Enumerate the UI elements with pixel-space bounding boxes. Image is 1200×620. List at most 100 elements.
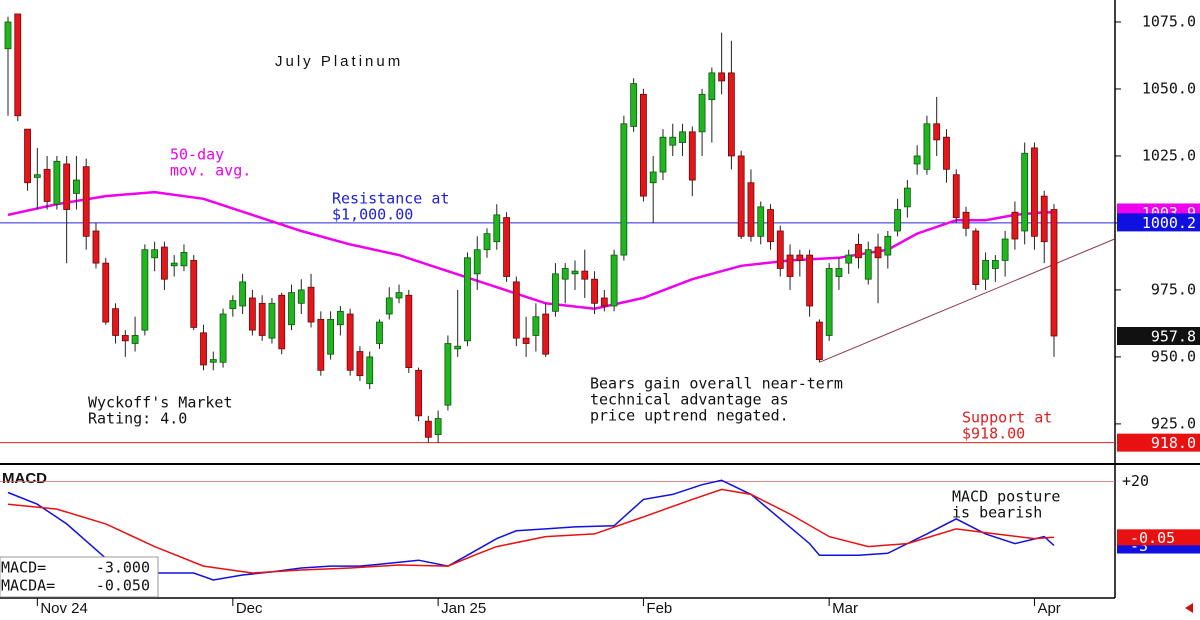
candle-body bbox=[659, 136, 667, 173]
candle-body bbox=[864, 249, 872, 280]
price-box bbox=[1117, 326, 1200, 345]
candle-body bbox=[297, 289, 305, 304]
candle-body bbox=[552, 273, 559, 312]
candle-body bbox=[112, 308, 119, 336]
candle-body bbox=[952, 174, 960, 218]
candle-body bbox=[571, 270, 579, 275]
annotation: $1,000.00 bbox=[332, 206, 413, 224]
macd-line bbox=[7, 479, 1055, 581]
scroll-arrow[interactable] bbox=[1185, 603, 1193, 613]
x-tick-label: Apr bbox=[1037, 600, 1060, 617]
candle-body bbox=[698, 93, 706, 133]
candle-body bbox=[209, 359, 217, 363]
candle-body bbox=[718, 72, 726, 82]
candle-body bbox=[982, 260, 989, 280]
candle-body bbox=[415, 369, 422, 417]
candle-body bbox=[1031, 147, 1038, 237]
price-label: 1000.2 bbox=[1142, 214, 1196, 232]
candle-body bbox=[170, 262, 178, 267]
macd-box-label: -0.05 bbox=[1130, 529, 1175, 547]
candle-body bbox=[473, 249, 481, 275]
candle-body bbox=[4, 21, 12, 50]
candle-body bbox=[444, 343, 452, 406]
candle-body bbox=[121, 335, 129, 342]
candle-body bbox=[24, 128, 31, 184]
y-tick-label: 950.0 bbox=[1151, 347, 1196, 365]
candle-body bbox=[581, 270, 589, 280]
candle-body bbox=[385, 297, 393, 315]
candle-body bbox=[1011, 211, 1019, 240]
candle-body bbox=[630, 83, 638, 127]
candle-body bbox=[1040, 195, 1048, 243]
chart-title: July Platinum bbox=[275, 53, 403, 70]
y-tick-label: 1075.0 bbox=[1142, 12, 1196, 30]
macd-title: MACD bbox=[2, 470, 47, 487]
candle-body bbox=[815, 321, 823, 360]
annotation: technical advantage as bbox=[590, 391, 789, 409]
candle-body bbox=[933, 123, 941, 141]
candle-body bbox=[620, 123, 628, 256]
candle-body bbox=[405, 294, 413, 369]
candle-body bbox=[767, 209, 774, 243]
price-label: 957.8 bbox=[1151, 327, 1196, 345]
candle-body bbox=[434, 418, 442, 435]
candle-body bbox=[229, 300, 237, 310]
trendline bbox=[819, 238, 1115, 363]
macd-line bbox=[7, 488, 1055, 574]
candle-body bbox=[219, 313, 227, 363]
candle-body bbox=[161, 246, 168, 280]
candle-body bbox=[424, 420, 432, 438]
candle-body bbox=[747, 182, 755, 237]
candle-body bbox=[14, 13, 22, 117]
candle-body bbox=[454, 345, 462, 350]
candle-body bbox=[679, 131, 686, 143]
candle-body bbox=[708, 72, 716, 101]
candle-body bbox=[1021, 152, 1029, 232]
candle-body bbox=[336, 310, 344, 326]
candle-body bbox=[346, 313, 354, 371]
candle-body bbox=[1001, 238, 1009, 261]
candle-body bbox=[776, 230, 784, 269]
candle-body bbox=[73, 179, 80, 194]
annotation: Rating: 4.0 bbox=[88, 410, 187, 428]
candle-body bbox=[483, 233, 491, 251]
macd-y-tick-label: +20 bbox=[1122, 472, 1149, 490]
candle-body bbox=[913, 155, 921, 165]
candle-body bbox=[464, 257, 471, 342]
candle-body bbox=[894, 209, 901, 232]
candle-body bbox=[92, 230, 100, 264]
candle-body bbox=[180, 251, 188, 267]
candle-body bbox=[688, 131, 696, 181]
candle-body bbox=[239, 281, 247, 307]
candle-body bbox=[991, 260, 999, 269]
candle-body bbox=[728, 72, 735, 157]
candle-body bbox=[561, 268, 569, 280]
candle-body bbox=[786, 254, 794, 277]
price-box bbox=[1117, 433, 1200, 452]
candle-body bbox=[669, 136, 677, 146]
x-tick-label: Nov 24 bbox=[40, 600, 88, 617]
candle-body bbox=[63, 163, 71, 210]
candle-body bbox=[327, 318, 334, 355]
annotation: 50-day bbox=[170, 146, 224, 164]
candle-body bbox=[806, 254, 814, 307]
candle-body bbox=[610, 254, 618, 307]
y-tick-label: 1025.0 bbox=[1142, 146, 1196, 164]
annotation: Resistance at bbox=[332, 190, 449, 208]
candle-body bbox=[962, 211, 970, 229]
y-tick-label: 1050.0 bbox=[1142, 79, 1196, 97]
annotation: $918.00 bbox=[962, 425, 1025, 443]
candle-body bbox=[53, 160, 61, 205]
candle-body bbox=[532, 316, 540, 336]
candle-body bbox=[1050, 209, 1058, 337]
candle-body bbox=[591, 278, 598, 304]
candle-body bbox=[972, 230, 980, 285]
candle-body bbox=[923, 123, 931, 170]
readout-name: MACDA= bbox=[1, 577, 55, 595]
candle-body bbox=[200, 332, 207, 366]
candle-body bbox=[258, 302, 266, 336]
candle-body bbox=[640, 93, 647, 197]
candle-body bbox=[796, 254, 804, 261]
